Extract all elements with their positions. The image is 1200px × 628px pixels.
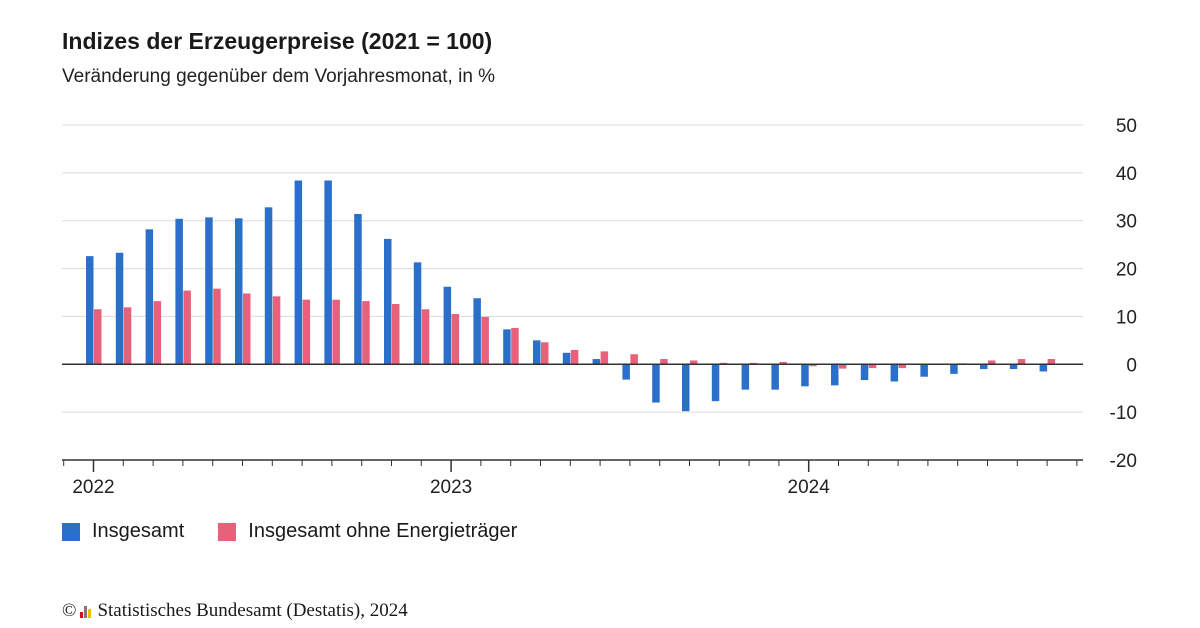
y-tick-label: 30 (1116, 212, 1137, 233)
legend-swatch-insgesamt (62, 522, 80, 541)
bar-insgesamt (771, 364, 779, 390)
bar-insgesamt (831, 364, 839, 386)
bar-insgesamt (235, 218, 243, 365)
legend: Insgesamt Insgesamt ohne Energieträger (62, 520, 551, 543)
bar-ohne-energie (1017, 359, 1026, 365)
bar-insgesamt (1009, 364, 1018, 370)
copyright-symbol: © (62, 600, 77, 621)
y-tick-label: 20 (1116, 260, 1137, 281)
bar-ohne-energie (94, 309, 102, 365)
axes: 50 40 30 20 10 0 -10 -20 2022 2023 2024 (62, 116, 1137, 498)
bar-ohne-energie (272, 296, 281, 365)
bar-ohne-energie (898, 364, 907, 369)
bar-insgesamt (592, 359, 601, 365)
bar-insgesamt (562, 352, 571, 365)
bar-ohne-energie (213, 288, 221, 365)
legend-label: Insgesamt ohne Energieträger (248, 520, 518, 542)
bar-insgesamt (443, 286, 452, 365)
bar-insgesamt (533, 340, 541, 365)
bar-insgesamt (413, 262, 422, 365)
bar-insgesamt (920, 364, 928, 377)
legend-swatch-ohne-energie (218, 522, 237, 541)
chart-subtitle: Veränderung gegenüber dem Vorjahresmonat… (62, 66, 496, 87)
bar-insgesamt (503, 329, 511, 365)
bar-insgesamt (652, 364, 660, 403)
bar-insgesamt (890, 364, 899, 382)
bar-ohne-energie (868, 364, 877, 369)
bar-ohne-energie (302, 299, 311, 365)
bar-ohne-energie (1047, 359, 1056, 365)
bar-insgesamt (205, 217, 213, 365)
bar-ohne-energie (690, 360, 698, 365)
y-tick-label: -10 (1110, 403, 1137, 424)
bar-ohne-energie (660, 359, 668, 365)
bar-ohne-energie (243, 293, 251, 365)
bar-ohne-energie (839, 364, 847, 369)
bar-ohne-energie (481, 316, 489, 365)
source-footer: © Statistisches Bundesamt (Destatis), 20… (62, 600, 408, 622)
bar-insgesamt (145, 229, 154, 365)
bar-insgesamt (115, 252, 124, 365)
bar-insgesamt (294, 180, 303, 365)
bar-ohne-energie (421, 309, 430, 365)
bar-ohne-energie (511, 327, 519, 365)
y-tick-label: -20 (1110, 451, 1137, 472)
bar-insgesamt (86, 256, 94, 365)
bar-ohne-energie (630, 354, 638, 365)
bar-insgesamt (860, 364, 869, 381)
bar-insgesamt (175, 218, 183, 365)
x-tick-label: 2024 (788, 477, 831, 498)
bar-ohne-energie (332, 299, 340, 365)
chart-title: Indizes der Erzeugerpreise (2021 = 100) (62, 28, 493, 54)
gridlines (62, 124, 1083, 413)
bar-insgesamt (354, 214, 362, 365)
bar-ohne-energie (570, 349, 579, 365)
bar-insgesamt (622, 364, 630, 380)
bar-ohne-energie (451, 314, 460, 365)
bar-insgesamt (384, 238, 392, 365)
y-tick-label: 40 (1116, 164, 1137, 185)
bar-insgesamt (324, 180, 332, 365)
bar-ohne-energie (988, 360, 996, 365)
legend-item-insgesamt[interactable]: Insgesamt (62, 520, 184, 543)
legend-item-ohne-energie[interactable]: Insgesamt ohne Energieträger (218, 520, 517, 543)
bar-insgesamt (980, 364, 988, 370)
bar-insgesamt (264, 207, 273, 365)
bar-ohne-energie (541, 342, 549, 365)
bar-ohne-energie (362, 301, 370, 365)
bar-ohne-energie (123, 307, 132, 365)
bar-insgesamt (801, 364, 809, 387)
bar-ohne-energie (809, 364, 817, 367)
bar-ohne-energie (779, 361, 787, 365)
y-tick-label: 10 (1116, 307, 1137, 328)
legend-label: Insgesamt (92, 520, 185, 542)
bar-insgesamt (711, 364, 720, 402)
bar-ohne-energie (183, 290, 191, 365)
bar-insgesamt (741, 364, 750, 390)
y-tick-label: 50 (1116, 116, 1137, 137)
bar-group (86, 180, 1056, 412)
source-text: Statistisches Bundesamt (Destatis), 2024 (97, 600, 408, 621)
x-tick-label: 2023 (430, 477, 472, 498)
bar-ohne-energie (600, 351, 609, 365)
bar-insgesamt (473, 298, 481, 365)
bar-insgesamt (950, 364, 958, 374)
x-tick-label: 2022 (72, 477, 114, 498)
bar-ohne-energie (392, 303, 400, 365)
bar-insgesamt (1039, 364, 1048, 372)
bar-ohne-energie (153, 301, 162, 365)
bar-insgesamt (682, 364, 690, 412)
destatis-logo-icon (80, 604, 92, 618)
y-tick-label: 0 (1126, 355, 1137, 376)
